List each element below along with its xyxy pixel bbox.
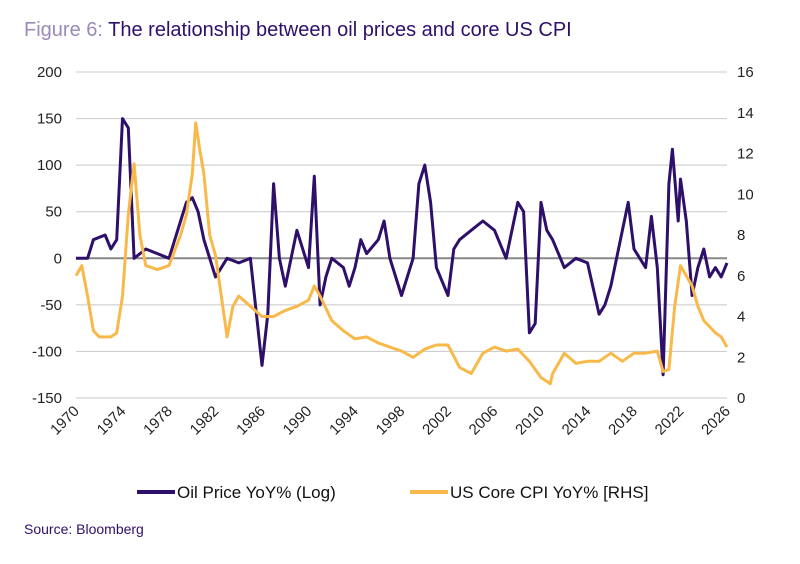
y-left-tick-label: 0	[54, 250, 62, 267]
x-tick-label: 1982	[187, 403, 223, 439]
y-right-tick-label: 16	[737, 64, 754, 81]
y-right-tick-label: 2	[737, 349, 745, 366]
x-tick-label: 2014	[559, 403, 595, 439]
x-tick-label: 2010	[512, 403, 548, 439]
y-right-tick-label: 10	[737, 186, 754, 203]
y-right-tick-label: 12	[737, 146, 754, 163]
x-tick-label: 2002	[419, 403, 455, 439]
x-tick-label: 1974	[94, 403, 130, 439]
figure-title-text: The relationship between oil prices and …	[108, 19, 572, 41]
y-right-tick-label: 14	[737, 105, 754, 122]
x-tick-label: 1970	[47, 403, 83, 439]
x-tick-label: 1998	[373, 403, 409, 439]
figure-title: Figure 6: The relationship between oil p…	[24, 19, 572, 42]
y-left-tick-label: -50	[40, 297, 62, 314]
y-left-tick-label: 200	[37, 64, 62, 81]
x-tick-label: 1986	[233, 403, 269, 439]
x-tick-label: 2022	[652, 403, 688, 439]
y-left-tick-label: 100	[37, 157, 62, 174]
y-right-tick-label: 6	[737, 268, 745, 285]
y-left-tick-label: 150	[37, 111, 62, 128]
x-tick-label: 1978	[140, 403, 176, 439]
cpi-series-line	[74, 121, 729, 386]
figure-number: Figure 6:	[24, 19, 103, 41]
y-right-tick-label: 8	[737, 227, 745, 244]
x-tick-label: 2006	[466, 403, 502, 439]
x-tick-label: 2018	[605, 403, 641, 439]
legend-label: US Core CPI YoY% [RHS]	[450, 483, 648, 502]
x-tick-label: 2026	[698, 403, 734, 439]
legend-label: Oil Price YoY% (Log)	[177, 483, 336, 502]
source-note: Source: Bloomberg	[24, 521, 144, 537]
x-tick-label: 1994	[326, 403, 362, 439]
oil-series-line	[76, 117, 729, 377]
x-tick-label: 1990	[280, 403, 316, 439]
y-left-tick-label: -150	[32, 390, 62, 407]
y-left-tick-label: 50	[45, 204, 62, 221]
y-right-tick-label: 0	[737, 390, 745, 407]
y-left-tick-label: -100	[32, 343, 62, 360]
y-right-tick-label: 4	[737, 309, 745, 326]
